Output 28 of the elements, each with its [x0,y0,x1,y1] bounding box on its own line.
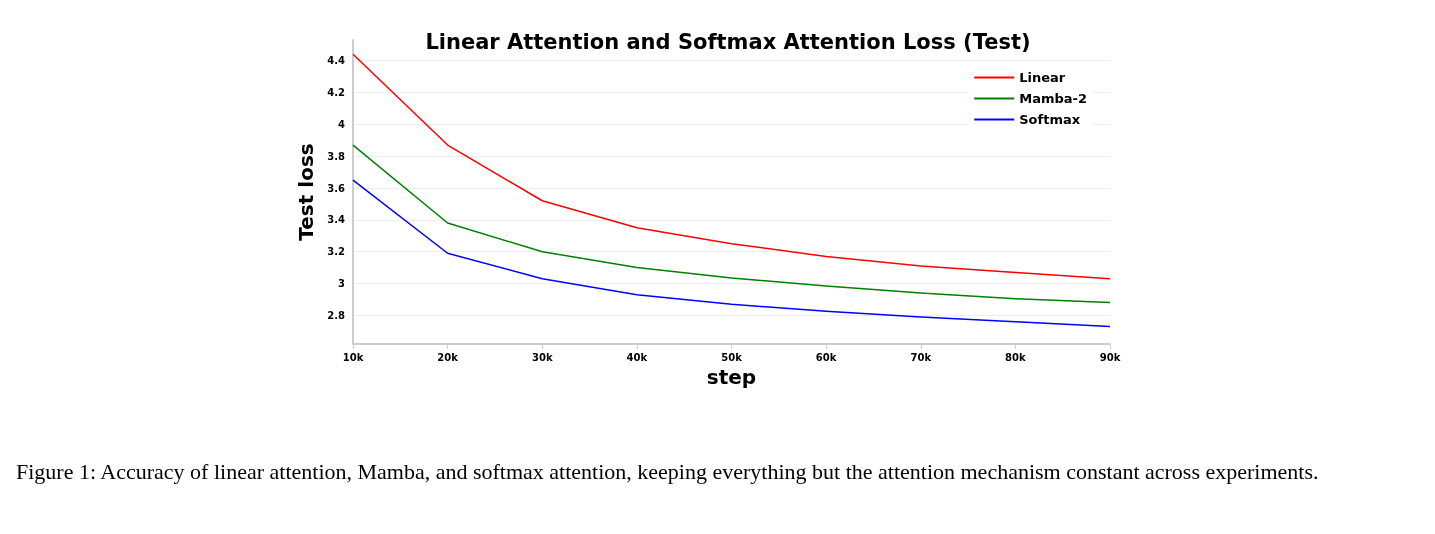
chart-title: Linear Attention and Softmax Attention Loss (Test) [425,29,1031,54]
y-tick-label: 3.8 [327,150,346,162]
legend-label: Softmax [1019,112,1081,127]
legend-label: Mamba-2 [1019,91,1088,106]
x-axis-title: step [706,364,757,389]
line-series [352,179,1111,328]
y-tick-label: 4 [338,118,346,130]
line-series [352,144,1111,304]
caption: Figure 1: Accuracy of linear attention, Mamba, and softmax attention, keeping everything but the attention mechanism constant across experiments. [16,458,1320,486]
y-tick-label: 3.2 [327,246,346,258]
y-tick-label: 3 [338,278,346,290]
line-series [352,53,1111,280]
x-tick-label: 70k [910,351,932,363]
y-tick-label: 4.2 [327,87,346,99]
y-tick-label: 4.4 [327,55,346,67]
x-tick-label: 50k [721,351,743,363]
y-tick-label: 2.8 [327,309,346,321]
x-tick-label: 90k [1099,351,1121,363]
x-tick-label: 40k [626,351,648,363]
x-tick-label: 80k [1005,351,1026,363]
x-tick-label: 10k [342,351,364,363]
y-tick-label: 3.4 [327,214,346,226]
y-tick-label: 3.6 [327,182,346,194]
y-axis-title: Test loss [294,143,319,241]
x-tick-label: 60k [815,351,837,363]
x-tick-label: 20k [437,351,459,363]
x-tick-label: 30k [531,351,553,363]
legend-label: Linear [1019,70,1066,85]
